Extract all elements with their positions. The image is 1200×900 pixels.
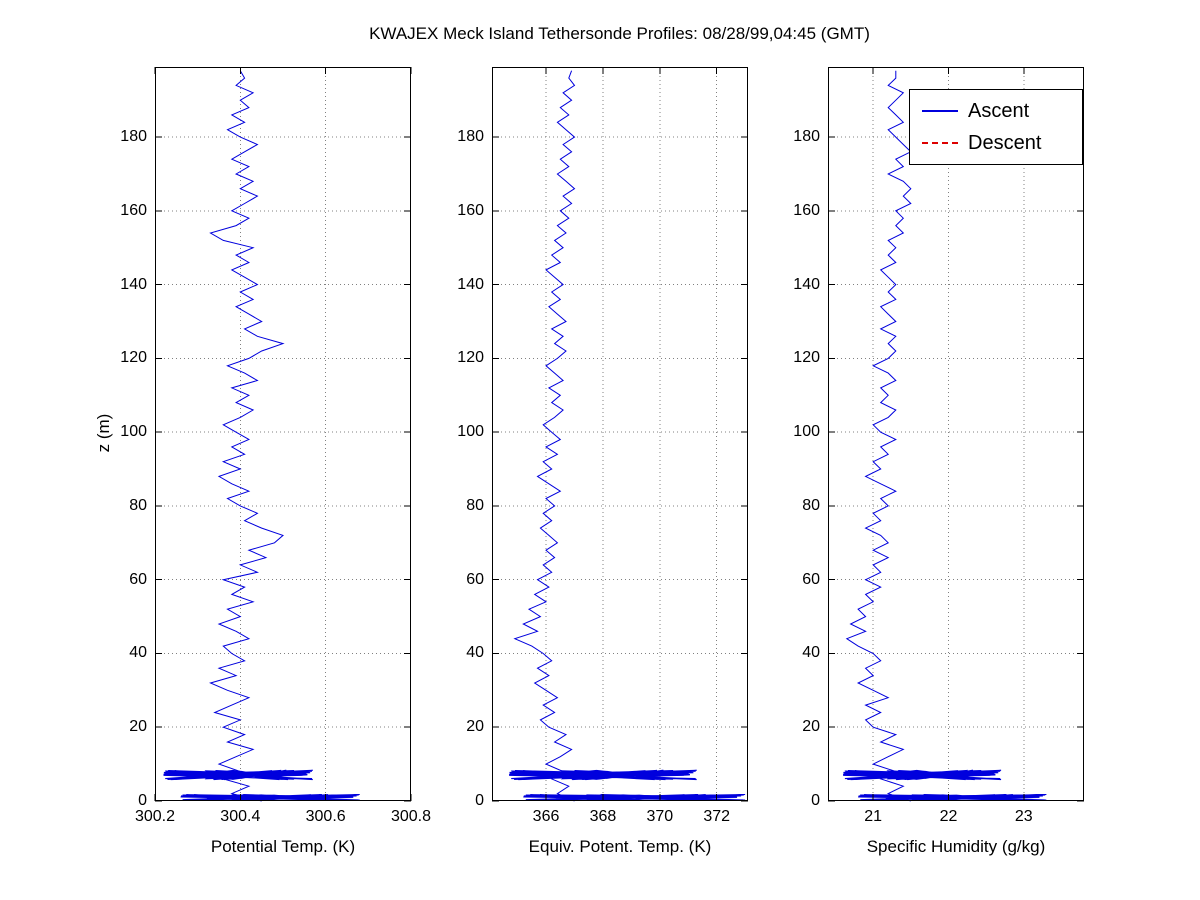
x-tick-label: 23 bbox=[1014, 808, 1033, 825]
subplot-potential-temp: Potential Temp. (K) 300.2 300.4 300.6 300.8… bbox=[120, 67, 431, 856]
subplot-equiv-potent-temp: Equiv. Potent. Temp. (K) 366 368 370 372 0 20… bbox=[457, 67, 748, 856]
y-tick-label: 60 bbox=[802, 570, 820, 588]
y-tick-label: 80 bbox=[129, 496, 147, 514]
surface-band-line bbox=[163, 769, 313, 781]
plot-canvas bbox=[154, 67, 412, 802]
y-tick-label: 120 bbox=[120, 349, 147, 367]
y-tick-label: 60 bbox=[129, 570, 147, 588]
surface-band-line bbox=[858, 793, 1047, 801]
y-tick-label: 0 bbox=[138, 792, 147, 809]
subplot-specific-humidity: Specific Humidity (g/kg) 21 22 23 0 20 40 60 80… bbox=[793, 67, 1084, 856]
axis-box bbox=[155, 67, 411, 801]
y-tick-label: 100 bbox=[793, 423, 820, 441]
x-tick-label: 300.8 bbox=[390, 808, 432, 825]
y-tick-label: 180 bbox=[793, 128, 820, 146]
y-tick-label: 80 bbox=[466, 496, 484, 514]
y-tick-label: 180 bbox=[457, 128, 484, 146]
plot-canvas bbox=[828, 67, 1084, 802]
descent-line-sample-icon bbox=[922, 142, 958, 144]
y-tick-label: 0 bbox=[475, 792, 484, 809]
y-tick-label: 160 bbox=[457, 201, 484, 219]
surface-band-line bbox=[180, 793, 360, 801]
y-tick-label: 140 bbox=[120, 275, 147, 293]
figure-title: KWAJEX Meck Island Tethersonde Profiles:… bbox=[369, 24, 870, 43]
x-tick-label: 372 bbox=[703, 808, 731, 825]
legend-label-ascent: Ascent bbox=[968, 99, 1030, 122]
x-axis-label: Equiv. Potent. Temp. (K) bbox=[528, 837, 712, 856]
y-tick-label: 80 bbox=[802, 496, 820, 514]
surface-band-line bbox=[523, 793, 746, 801]
y-tick-label: 120 bbox=[793, 349, 820, 367]
x-axis-label: Potential Temp. (K) bbox=[210, 837, 356, 856]
x-tick-label: 366 bbox=[532, 808, 560, 825]
y-tick-label: 140 bbox=[793, 275, 820, 293]
y-tick-label: 20 bbox=[129, 718, 147, 736]
legend-entry-ascent: Ascent bbox=[922, 98, 1072, 124]
surface-band-line bbox=[843, 769, 1002, 781]
ascent-profile-line bbox=[845, 70, 912, 802]
x-tick-label: 21 bbox=[864, 808, 883, 825]
y-tick-label: 0 bbox=[811, 792, 820, 809]
x-tick-label: 368 bbox=[589, 808, 617, 825]
x-tick-label: 300.4 bbox=[220, 808, 261, 825]
axis-box bbox=[492, 67, 748, 801]
y-tick-label: 180 bbox=[120, 128, 147, 146]
y-tick-label: 160 bbox=[120, 201, 147, 219]
ascent-profile-line bbox=[209, 70, 285, 802]
y-tick-label: 40 bbox=[466, 644, 484, 662]
y-tick-label: 20 bbox=[802, 718, 820, 736]
ascent-profile-line bbox=[513, 70, 576, 802]
surface-band-line bbox=[509, 769, 697, 781]
legend-box: Ascent Descent bbox=[909, 89, 1083, 165]
legend-label-descent: Descent bbox=[968, 131, 1042, 154]
legend-entry-descent: Descent bbox=[922, 130, 1072, 156]
x-tick-label: 22 bbox=[939, 808, 958, 825]
y-tick-label: 100 bbox=[120, 423, 147, 441]
axis-box bbox=[828, 67, 1084, 801]
y-tick-label: 60 bbox=[466, 570, 484, 588]
y-tick-label: 40 bbox=[802, 644, 820, 662]
y-tick-label: 100 bbox=[457, 423, 484, 441]
y-tick-label: 40 bbox=[129, 644, 147, 662]
y-tick-label: 120 bbox=[457, 349, 484, 367]
y-tick-label: 160 bbox=[793, 201, 820, 219]
y-tick-label: 140 bbox=[457, 275, 484, 293]
x-tick-label: 370 bbox=[646, 808, 674, 825]
plot-canvas bbox=[492, 67, 748, 802]
ascent-line-sample-icon bbox=[922, 110, 958, 112]
y-tick-label: 20 bbox=[466, 718, 484, 736]
x-tick-label: 300.2 bbox=[134, 808, 176, 825]
x-axis-label: Specific Humidity (g/kg) bbox=[866, 837, 1046, 856]
x-tick-label: 300.6 bbox=[305, 808, 346, 825]
